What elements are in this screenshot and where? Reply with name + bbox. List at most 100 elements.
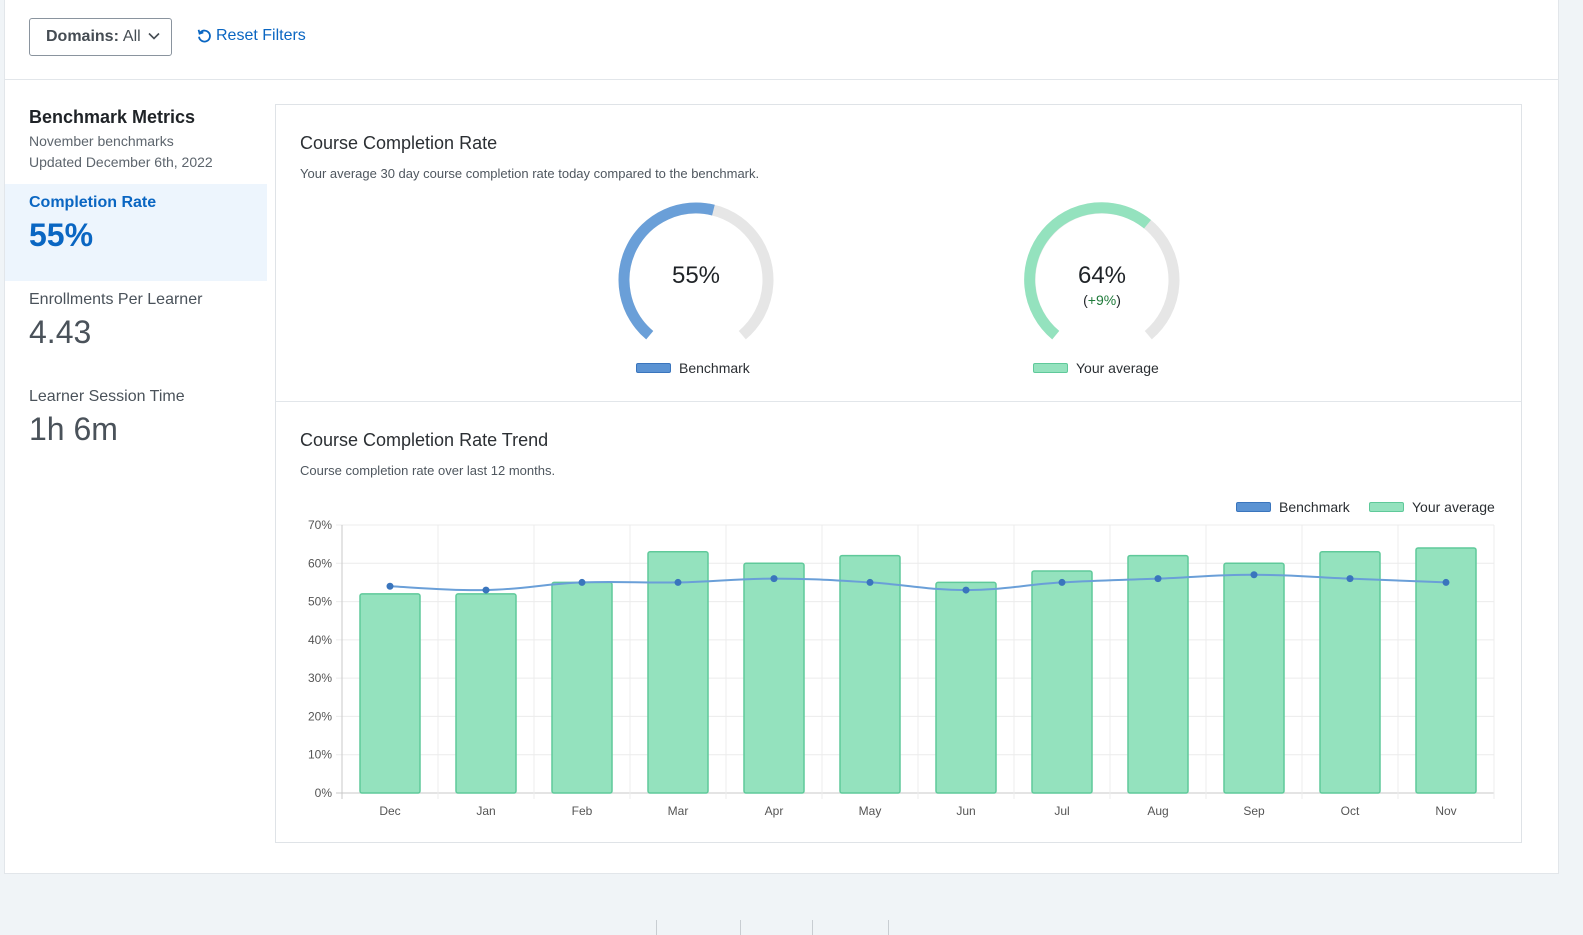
benchmark-point: [674, 578, 682, 586]
y-tick-label: 0%: [315, 786, 333, 800]
benchmark-point: [1442, 578, 1450, 586]
bar-your-average: [359, 593, 421, 794]
benchmark-point: [1250, 571, 1258, 579]
benchmark-gauge-value: 55%: [671, 262, 721, 289]
bar-your-average: [647, 551, 709, 794]
y-tick-label: 40%: [308, 633, 332, 647]
benchmark-point: [1346, 575, 1354, 583]
y-tick-label: 10%: [308, 748, 332, 762]
average-gauge-ring: [1024, 202, 1180, 340]
delta-value: +9%: [1087, 292, 1117, 308]
trend-title: Course Completion Rate Trend: [300, 430, 549, 450]
filter-bar: Domains: All Reset Filters: [5, 0, 1558, 80]
reset-filters-label: Reset Filters: [216, 27, 306, 44]
footer-divider: [656, 920, 657, 935]
section-divider: [276, 401, 1521, 402]
benchmark-legend: Benchmark: [636, 360, 750, 376]
benchmark-point: [482, 586, 490, 594]
metric-enrollments-per-learner[interactable]: Enrollments Per Learner 4.43: [5, 281, 267, 378]
x-tick-label: Jan: [476, 804, 495, 818]
x-tick-label: May: [859, 804, 882, 818]
dashboard-card: Domains: All Reset Filters Benchmark Met…: [4, 0, 1559, 874]
trend-average-label: Your average: [1412, 499, 1495, 515]
benchmark-point: [578, 578, 586, 586]
benchmark-point: [770, 575, 778, 583]
x-tick-label: Dec: [379, 804, 400, 818]
trend-chart: 0% 10% 20% 30% 40% 50% 60% 70% Dec Jan Feb Mar Apr Ma…: [308, 518, 1495, 818]
y-tick-label: 20%: [308, 709, 332, 723]
x-tick-label: Sep: [1243, 804, 1265, 818]
completion-title: Course Completion Rate: [300, 133, 498, 153]
benchmark-swatch: [636, 363, 671, 373]
bar-your-average: [1031, 570, 1093, 794]
metric-label: Enrollments Per Learner: [29, 291, 203, 308]
benchmark-line: [389, 573, 1447, 592]
x-tick-label: Feb: [572, 804, 593, 818]
footer-divider: [740, 920, 741, 935]
average-legend-label: Your average: [1076, 360, 1159, 376]
y-tick-label: 30%: [308, 671, 332, 685]
reset-filters-button[interactable]: Reset Filters: [196, 27, 306, 45]
trend-benchmark-label: Benchmark: [1279, 499, 1350, 515]
y-tick-label: 70%: [308, 518, 332, 532]
average-gauge-value: 64%: [1077, 262, 1127, 289]
trend-benchmark-swatch: [1236, 502, 1271, 512]
footer-divider: [888, 920, 889, 935]
benchmark-point: [962, 586, 970, 594]
x-tick-label: Oct: [1341, 804, 1360, 818]
benchmark-point: [866, 578, 874, 586]
metric-completion-rate[interactable]: Completion Rate 55%: [5, 184, 267, 281]
average-gauge-delta: (+9%): [1022, 292, 1182, 308]
x-tick-label: Apr: [765, 804, 784, 818]
domains-dropdown[interactable]: Domains: All: [29, 18, 172, 56]
average-swatch: [1033, 363, 1068, 373]
benchmark-legend-label: Benchmark: [679, 360, 750, 376]
sidebar-title: Benchmark Metrics: [29, 107, 196, 127]
x-tick-label: Aug: [1147, 804, 1168, 818]
x-tick-label: Jun: [956, 804, 975, 818]
bar-your-average: [743, 562, 805, 794]
benchmark-point: [1154, 575, 1162, 583]
delta-open-paren: (: [1083, 292, 1088, 308]
metric-value: 4.43: [29, 314, 92, 350]
trend-subtitle: Course completion rate over last 12 mont…: [300, 463, 556, 478]
sidebar-subtitle: November benchmarks: [29, 133, 174, 149]
bar-your-average: [1223, 562, 1285, 794]
bar-your-average: [935, 581, 997, 794]
benchmark-gauge-ring: [618, 202, 774, 340]
trend-legend-benchmark: Benchmark: [1236, 499, 1350, 515]
metric-learner-session-time[interactable]: Learner Session Time 1h 6m: [5, 378, 267, 475]
benchmark-point: [1058, 578, 1066, 586]
average-gauge: 64% (+9%): [1022, 198, 1182, 348]
completion-subtitle: Your average 30 day course completion ra…: [300, 166, 760, 181]
average-legend: Your average: [1033, 360, 1159, 376]
y-tick-label: 50%: [308, 595, 332, 609]
reset-icon: [197, 29, 211, 43]
metric-label: Completion Rate: [29, 194, 157, 211]
bar-your-average: [1319, 551, 1381, 794]
x-tick-label: Mar: [668, 804, 689, 818]
metric-value: 1h 6m: [29, 411, 118, 447]
bar-your-average: [839, 554, 901, 794]
bar-your-average: [1415, 547, 1477, 794]
metric-detail-panel: Course Completion Rate Your average 30 d…: [275, 104, 1522, 843]
x-tick-label: Jul: [1054, 804, 1069, 818]
footer-divider: [812, 920, 813, 935]
trend-average-swatch: [1369, 502, 1404, 512]
domains-value: All: [122, 28, 141, 45]
metric-value: 55%: [29, 217, 94, 253]
domains-label: Domains:: [46, 28, 119, 45]
x-tick-label: Nov: [1435, 804, 1456, 818]
chevron-down-icon: [148, 32, 160, 40]
benchmark-point: [386, 582, 394, 590]
trend-legend-average: Your average: [1369, 499, 1495, 515]
y-tick-label: 60%: [308, 556, 332, 570]
bar-your-average: [551, 581, 613, 794]
bar-your-average: [1127, 554, 1189, 794]
bar-your-average: [455, 593, 517, 794]
benchmark-gauge: 55%: [616, 198, 776, 348]
sidebar-updated: Updated December 6th, 2022: [29, 154, 213, 170]
delta-close-paren: ): [1116, 292, 1121, 308]
metric-label: Learner Session Time: [29, 388, 185, 405]
footer-links: [600, 920, 960, 935]
